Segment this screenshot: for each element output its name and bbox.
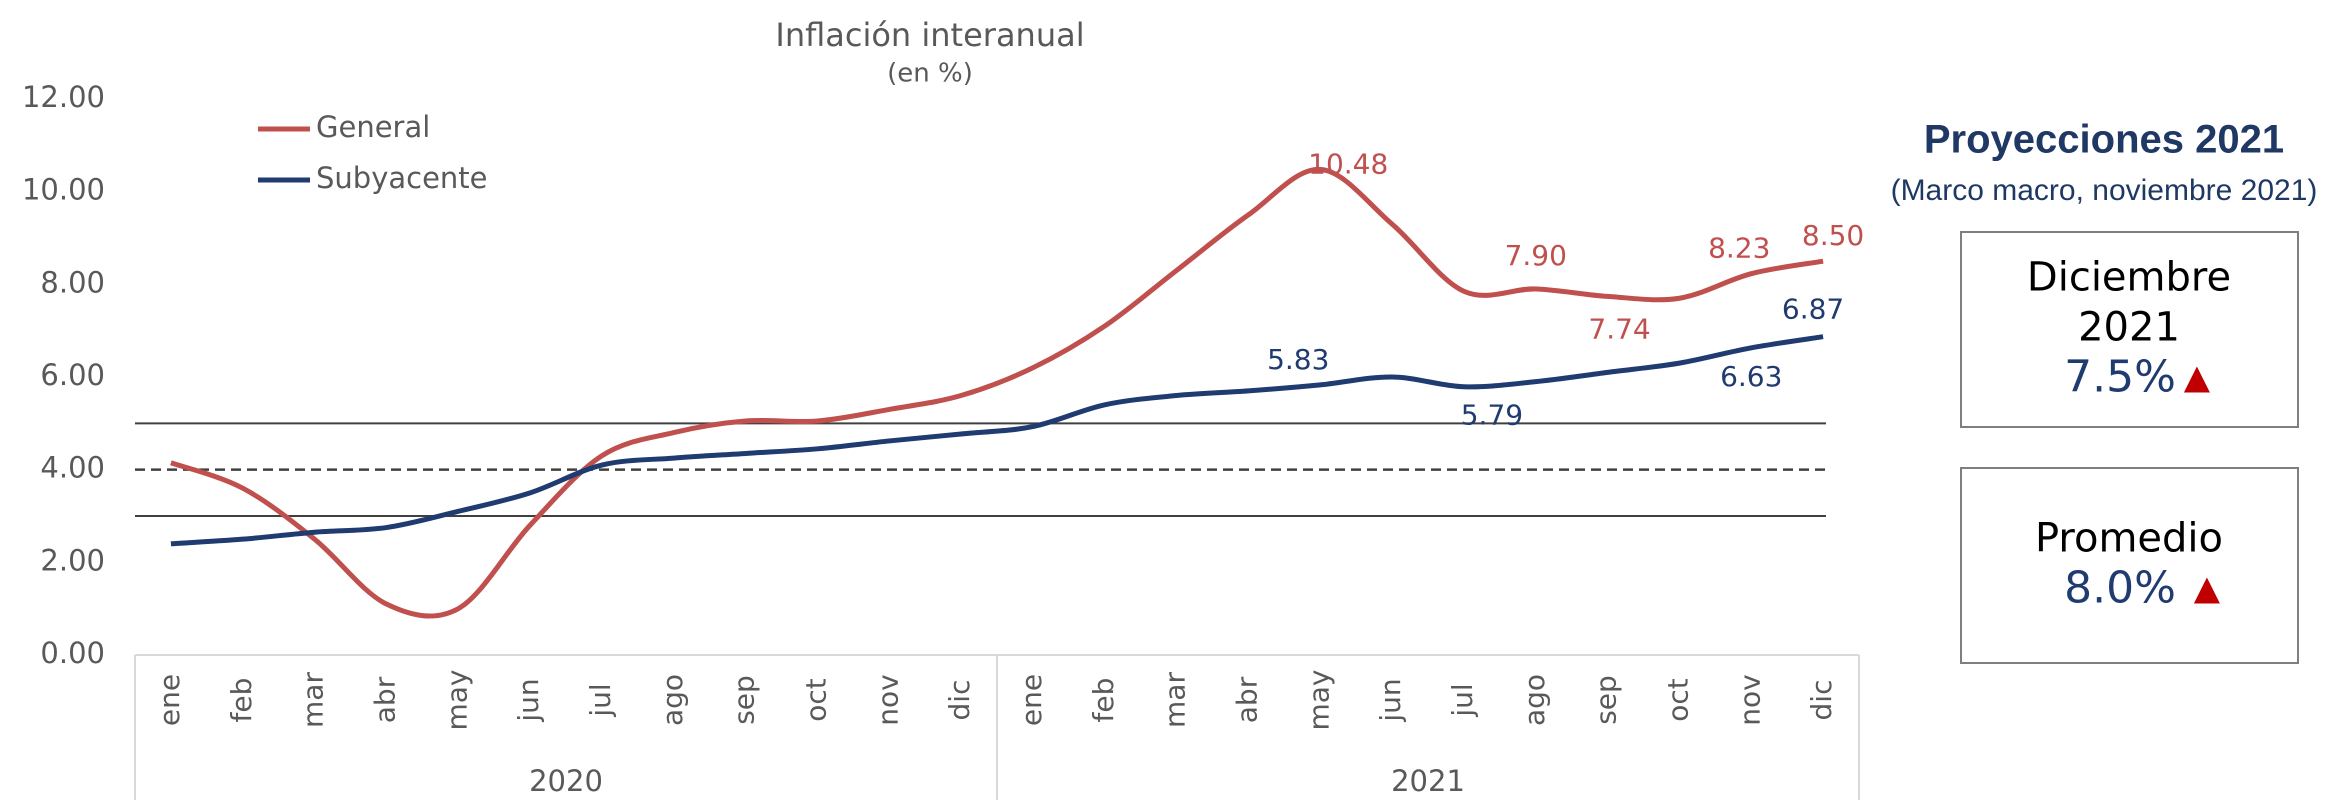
up-triangle bbox=[2193, 577, 2220, 604]
data-label: 6.87 bbox=[1782, 293, 1844, 326]
chart-title: Inflación interanual bbox=[775, 16, 1084, 54]
y-tick-label: 2.00 bbox=[40, 543, 105, 577]
data-label: 7.74 bbox=[1588, 312, 1650, 345]
x-tick-label: abr bbox=[1230, 676, 1263, 723]
projection-label: Diciembre bbox=[2027, 255, 2231, 301]
projection-value: 7.5% bbox=[2064, 352, 2176, 403]
x-tick-label: sep bbox=[1590, 675, 1623, 725]
x-tick-label: jul bbox=[1446, 683, 1479, 717]
y-tick-label: 4.00 bbox=[40, 451, 105, 485]
projection-box bbox=[1960, 467, 2299, 664]
x-tick-label: may bbox=[440, 669, 473, 730]
x-tick-label: ene bbox=[1015, 674, 1048, 726]
data-label: 6.63 bbox=[1720, 360, 1782, 393]
x-tick-label: nov bbox=[871, 674, 904, 725]
legend-label: Subyacente bbox=[316, 161, 488, 195]
data-label: 8.50 bbox=[1802, 219, 1864, 252]
y-tick-label: 6.00 bbox=[40, 358, 105, 392]
y-tick-label: 8.00 bbox=[40, 265, 105, 299]
x-tick-label: dic bbox=[943, 680, 976, 721]
legend-label: General bbox=[316, 110, 430, 144]
projection-box bbox=[1960, 231, 2299, 428]
data-label: 5.79 bbox=[1461, 399, 1523, 432]
x-tick-label: sep bbox=[728, 675, 761, 725]
x-tick-label: mar bbox=[1159, 672, 1192, 728]
x-tick-label: jun bbox=[512, 678, 545, 722]
x-tick-label: nov bbox=[1733, 674, 1766, 725]
x-tick-label: ene bbox=[153, 674, 186, 726]
x-tick-label: oct bbox=[1661, 678, 1694, 722]
chart-subtitle: (en %) bbox=[887, 59, 973, 89]
x-tick-label: oct bbox=[799, 678, 832, 722]
group-label: 2021 bbox=[1391, 764, 1465, 798]
data-label: 8.23 bbox=[1708, 232, 1770, 265]
group-label: 2020 bbox=[529, 764, 603, 798]
data-label: 10.48 bbox=[1308, 147, 1388, 180]
x-tick-label: dic bbox=[1805, 680, 1838, 721]
projections-subtitle: (Marco macro, noviembre 2021) bbox=[1891, 174, 2318, 207]
projection-label: 2021 bbox=[2078, 305, 2180, 351]
y-tick-label: 10.00 bbox=[22, 173, 105, 207]
projection-label: Promedio bbox=[2035, 516, 2223, 562]
x-tick-label: may bbox=[1302, 669, 1335, 730]
x-tick-label: ago bbox=[656, 674, 689, 726]
x-tick-label: ago bbox=[1518, 674, 1551, 726]
up-triangle bbox=[2183, 366, 2210, 393]
data-label: 7.90 bbox=[1505, 239, 1567, 272]
x-tick-label: feb bbox=[1087, 678, 1120, 723]
y-tick-label: 0.00 bbox=[40, 636, 105, 670]
series-line bbox=[170, 334, 1824, 547]
series-line bbox=[170, 166, 1824, 619]
x-tick-label: jun bbox=[1374, 678, 1407, 722]
x-tick-label: mar bbox=[297, 672, 330, 728]
x-tick-label: feb bbox=[225, 678, 258, 723]
projection-value: 8.0% bbox=[2064, 563, 2176, 614]
projections-title: Proyecciones 2021 bbox=[1924, 118, 2284, 162]
y-tick-label: 12.00 bbox=[22, 80, 105, 114]
x-tick-label: abr bbox=[368, 676, 401, 723]
x-tick-label: jul bbox=[584, 683, 617, 717]
data-label: 5.83 bbox=[1267, 343, 1329, 376]
